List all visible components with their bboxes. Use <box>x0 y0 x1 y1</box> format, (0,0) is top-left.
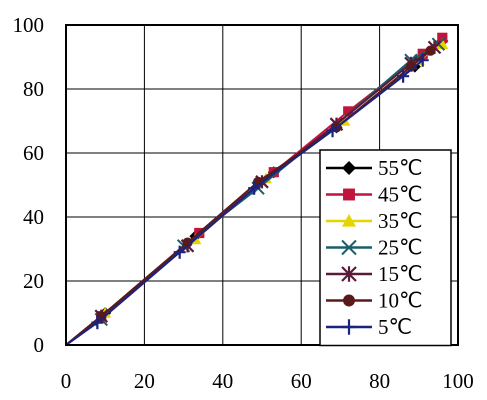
data-point <box>91 316 104 330</box>
y-tick-label: 40 <box>23 205 44 229</box>
legend-marker <box>342 214 356 227</box>
data-point <box>343 106 354 117</box>
data-point <box>248 181 261 195</box>
x-tick-label: 0 <box>61 369 72 393</box>
series-6 <box>65 53 429 346</box>
y-tick-label: 0 <box>34 333 45 357</box>
legend-item: 25℃ <box>326 236 423 260</box>
legend-label: 10℃ <box>378 289 423 313</box>
y-tick-label: 20 <box>23 269 44 293</box>
legend-marker <box>341 239 357 256</box>
legend-item: 10℃ <box>326 289 423 313</box>
data-point <box>173 245 186 259</box>
legend-marker <box>342 319 356 335</box>
data-point <box>437 32 448 43</box>
data-point <box>405 61 417 72</box>
data-point <box>397 69 410 83</box>
y-tick-label: 80 <box>23 77 44 101</box>
legend-marker <box>342 161 356 175</box>
y-tick-label: 100 <box>13 13 45 37</box>
x-tick-label: 100 <box>442 369 474 393</box>
legend-label: 45℃ <box>378 183 423 207</box>
x-tick-label: 60 <box>291 369 312 393</box>
data-point <box>182 237 193 248</box>
x-tick-label: 40 <box>212 369 233 393</box>
legend-item: 35℃ <box>326 209 423 233</box>
data-point <box>416 53 429 67</box>
plot-frame <box>65 24 459 346</box>
legend-marker <box>343 294 355 307</box>
y-tick-label: 60 <box>23 141 44 165</box>
data-point <box>96 311 107 322</box>
legend-marker <box>343 188 355 201</box>
legend-item: 15℃ <box>326 262 423 286</box>
series-layer <box>65 32 449 346</box>
legend-marker <box>341 266 357 282</box>
x-axis-ticks: 0 20 40 60 80 100 <box>61 369 474 393</box>
x-tick-label: 80 <box>369 369 390 393</box>
data-point <box>425 45 436 56</box>
legend-item: 55℃ <box>326 156 423 180</box>
legend-label: 5℃ <box>378 315 412 339</box>
legend: 55℃ 45℃35℃ 25℃15℃ 10℃5℃ <box>319 149 452 347</box>
y-axis-ticks: 0 20 40 60 80 100 <box>13 13 45 357</box>
data-point <box>326 124 339 138</box>
legend-item: 5℃ <box>326 315 412 339</box>
legend-label: 55℃ <box>378 156 423 180</box>
x-tick-label: 20 <box>134 369 155 393</box>
legend-label: 35℃ <box>378 209 423 233</box>
legend-label: 15℃ <box>378 262 423 286</box>
legend-label: 25℃ <box>378 236 423 260</box>
legend-item: 45℃ <box>326 183 423 207</box>
